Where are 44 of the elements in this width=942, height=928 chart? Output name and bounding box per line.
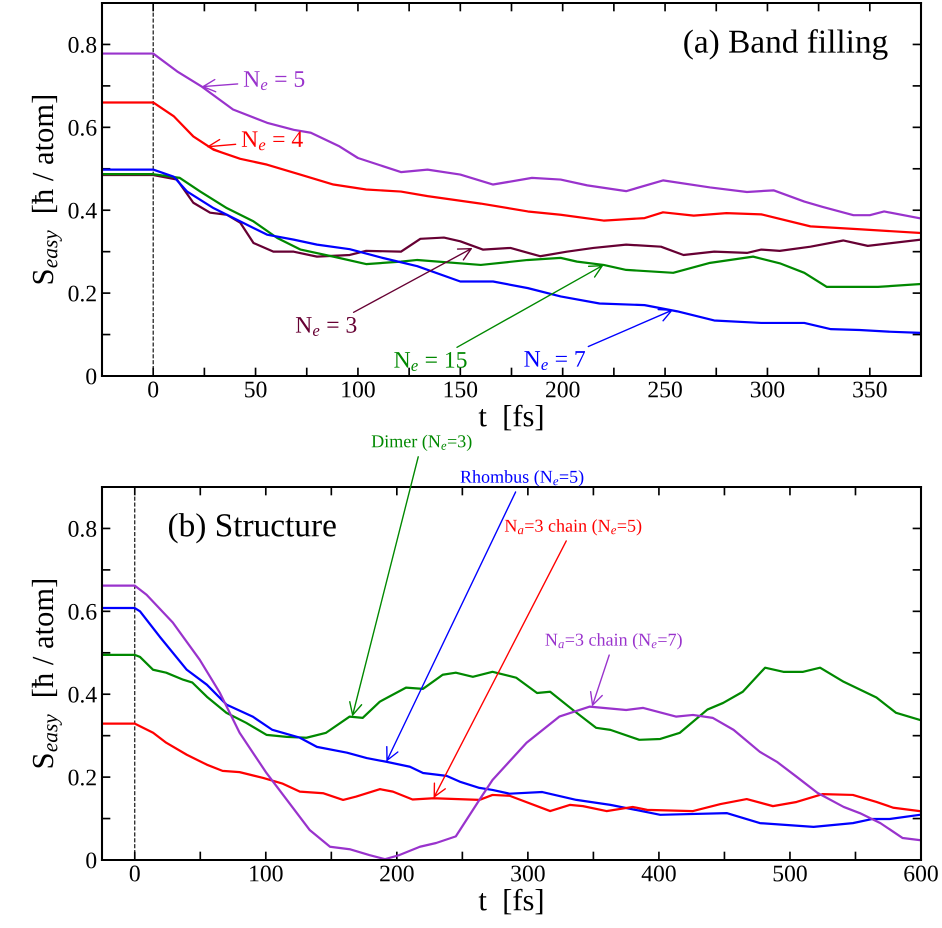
line-series: [102, 101, 921, 234]
annotation: N$_{a}$=3 chain (N$_{e}$=5): [504, 519, 642, 536]
y-tick-label: 0.8: [68, 36, 96, 53]
y-tick-label: 0.4: [68, 202, 97, 219]
annotation: N$_{e}$ = 3: [296, 316, 356, 336]
x-tick-label: 150: [444, 382, 478, 398]
line-series: [102, 174, 921, 258]
y-tick-label: 0: [86, 368, 96, 384]
text: (a) Band filling: [684, 29, 888, 60]
y-tick-label: 0.2: [68, 770, 96, 786]
x-tick-label: 200: [380, 866, 414, 882]
x-tick-label: 100: [342, 382, 375, 398]
annotation: N$_{e}$ = 4: [242, 131, 303, 150]
y-tick-label: 0: [86, 852, 96, 868]
annotation: N$_{e}$ = 5: [244, 71, 304, 90]
x-tick-label: 300: [750, 382, 784, 398]
annotation: Rhombus (N$_{e}$=5): [460, 470, 584, 487]
x-tick-label: 500: [774, 866, 807, 882]
annotation: N$_{e}$ = 7: [524, 351, 586, 370]
x-tick-label: 0: [130, 866, 140, 882]
x-tick-label: 100: [250, 866, 283, 882]
y-tick-label: 0.6: [68, 120, 96, 136]
text: (b) Structure: [168, 513, 336, 544]
x-tick-label: 50: [245, 382, 266, 398]
y-tick-label: 0.2: [68, 286, 96, 302]
x-tick-label: 350: [853, 382, 887, 398]
annotation: N$_{e}$ = 15: [394, 352, 467, 372]
y-axis-title: S$_{easy}$ [ħ / atom]: [32, 96, 62, 284]
y-tick-label: 0.8: [68, 520, 96, 537]
y-tick-label: 0.6: [68, 604, 96, 620]
line-series: [102, 606, 921, 828]
x-tick-label: 600: [904, 866, 938, 882]
x-tick-label: 200: [546, 382, 580, 398]
x-tick-label: 400: [642, 866, 676, 882]
x-tick-label: 300: [511, 866, 545, 882]
x-axis-title: t [fs]: [478, 404, 542, 430]
x-tick-label: 0: [148, 382, 158, 398]
annotation: Dimer (N$_{e}$=3): [372, 434, 472, 452]
line-series: [102, 654, 921, 741]
annotation: N$_{a}$=3 chain (N$_{e}$=7): [545, 633, 682, 650]
y-axis-title: S$_{easy}$ [ħ / atom]: [32, 580, 62, 768]
x-axis-title: t [fs]: [478, 888, 542, 914]
y-tick-label: 0.4: [68, 686, 97, 703]
x-tick-label: 250: [648, 382, 682, 398]
